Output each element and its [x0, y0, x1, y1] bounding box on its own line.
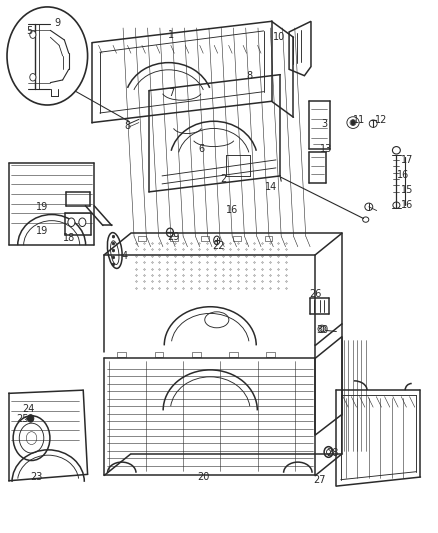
Ellipse shape — [112, 263, 115, 265]
Text: 15: 15 — [401, 185, 413, 195]
Text: 4: 4 — [122, 251, 128, 261]
Bar — [138, 236, 146, 241]
Circle shape — [68, 218, 75, 227]
Text: 5: 5 — [27, 26, 33, 36]
Bar — [266, 352, 275, 357]
Text: 3: 3 — [321, 119, 327, 128]
Text: 17: 17 — [401, 155, 413, 165]
Text: 2: 2 — [220, 174, 226, 183]
Bar — [170, 236, 178, 241]
Circle shape — [30, 74, 36, 81]
Text: 22: 22 — [212, 241, 224, 251]
Text: 1: 1 — [168, 30, 174, 39]
Text: 23: 23 — [30, 472, 42, 481]
Circle shape — [30, 31, 36, 38]
Bar — [201, 236, 209, 241]
Text: 19: 19 — [36, 226, 49, 236]
Text: 16: 16 — [397, 170, 409, 180]
Text: 26: 26 — [309, 289, 321, 299]
Ellipse shape — [112, 236, 115, 238]
Ellipse shape — [112, 256, 115, 259]
Ellipse shape — [112, 242, 115, 245]
Circle shape — [351, 120, 355, 125]
Bar — [155, 352, 163, 357]
Bar — [229, 352, 238, 357]
Text: 9: 9 — [54, 18, 60, 28]
Text: 20: 20 — [198, 472, 210, 482]
Text: 16: 16 — [226, 205, 238, 215]
Text: 27: 27 — [314, 475, 326, 484]
Circle shape — [7, 7, 88, 105]
Ellipse shape — [112, 249, 115, 252]
Text: 11: 11 — [353, 116, 365, 125]
Text: 6: 6 — [198, 144, 205, 154]
Circle shape — [28, 415, 34, 422]
Text: 29: 29 — [167, 232, 179, 242]
Text: 7: 7 — [168, 88, 174, 98]
Text: 14: 14 — [265, 182, 278, 191]
Text: 10: 10 — [273, 33, 285, 42]
Bar — [192, 352, 201, 357]
Text: 18: 18 — [63, 233, 75, 243]
Text: 28: 28 — [326, 448, 338, 458]
Bar — [233, 236, 241, 241]
Text: 16: 16 — [401, 200, 413, 209]
Text: 24: 24 — [22, 405, 35, 414]
Text: 19: 19 — [36, 202, 49, 212]
Text: 8: 8 — [247, 71, 253, 80]
Bar — [117, 352, 126, 357]
Text: 8: 8 — [124, 121, 130, 131]
Text: 25: 25 — [17, 414, 29, 424]
Text: 13: 13 — [320, 144, 332, 154]
Text: 30: 30 — [316, 326, 328, 335]
Circle shape — [79, 218, 86, 227]
Text: 12: 12 — [375, 116, 387, 125]
Bar — [265, 236, 272, 241]
Circle shape — [320, 326, 324, 332]
